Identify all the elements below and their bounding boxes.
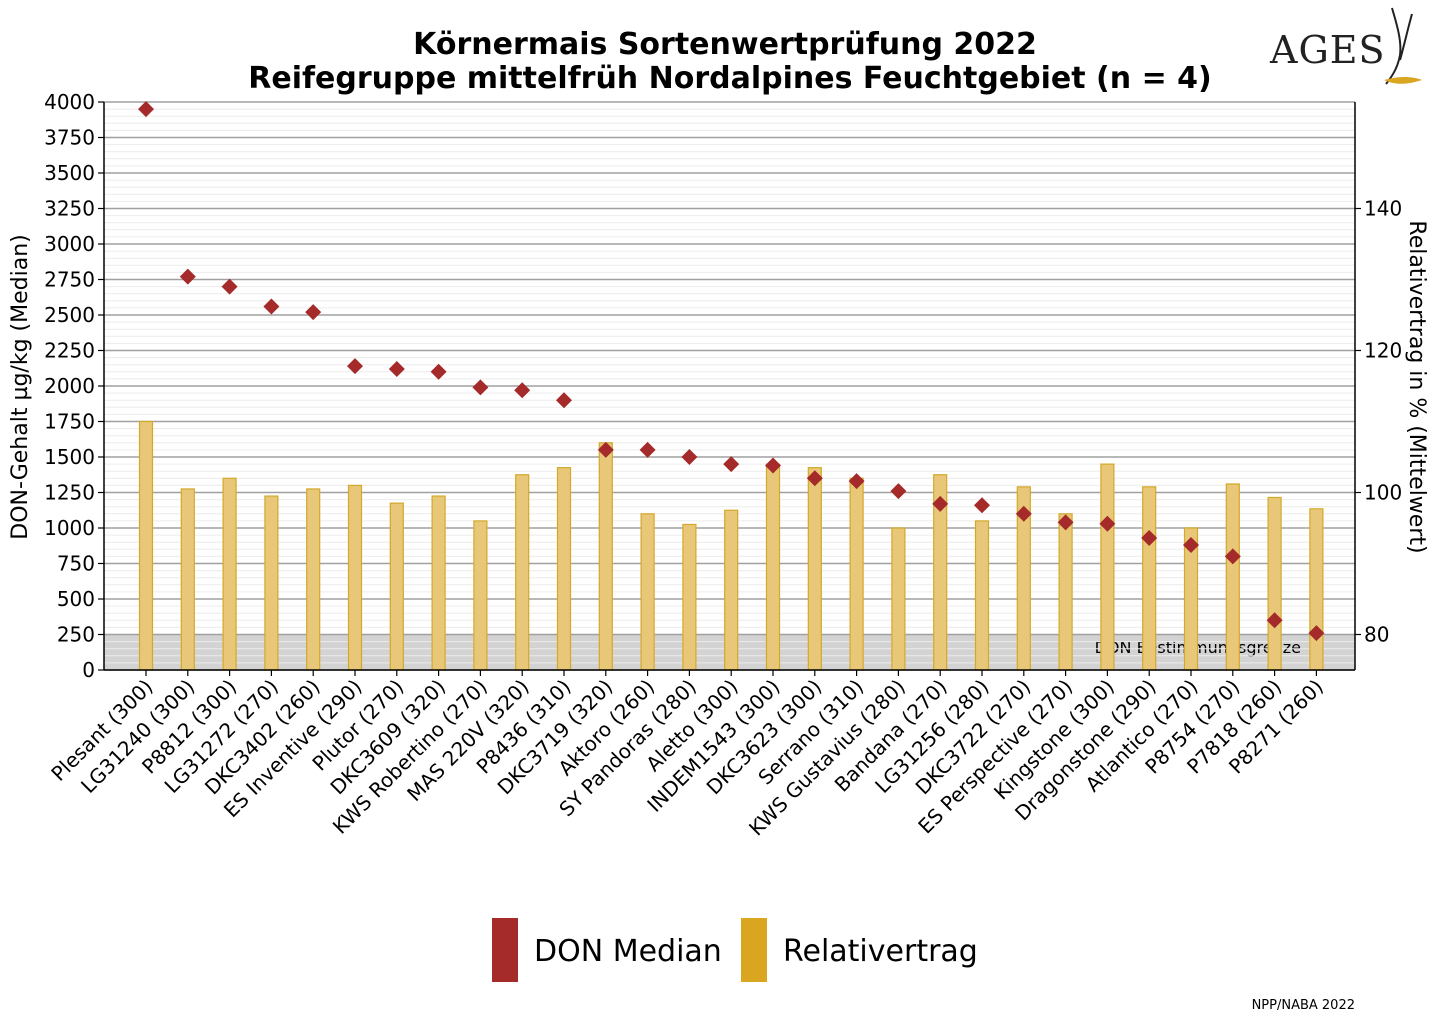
relativertrag-bar xyxy=(682,523,697,671)
don-median-point xyxy=(1015,505,1032,522)
chart-title-line-1: Körnermais Sortenwertprüfung 2022 xyxy=(413,27,1037,62)
relativertrag-bar xyxy=(1142,486,1157,671)
y-axis-right-ticks: 80 100 120 140 xyxy=(1355,197,1402,647)
don-median-point xyxy=(1057,514,1074,531)
legend-swatch-relativertrag xyxy=(741,918,767,982)
don-median-point xyxy=(765,457,781,474)
don-median-point xyxy=(1266,612,1283,629)
don-median-point xyxy=(514,382,531,399)
y-axis-left-tick-label: 1000 xyxy=(44,516,95,540)
legend-label-relativertrag: Relativertrag xyxy=(783,934,978,969)
relativertrag-bar xyxy=(891,527,906,671)
relativertrag-bar xyxy=(347,484,363,671)
relativertrag-bar xyxy=(1058,513,1073,671)
don-median-point xyxy=(806,470,823,487)
y-axis-left-tick-label: 1750 xyxy=(44,410,95,434)
don-median-point xyxy=(597,441,614,458)
relativertrag-bar xyxy=(138,420,154,671)
relativertrag-bar xyxy=(473,520,488,671)
don-median-point xyxy=(932,495,949,512)
relativertrag-bar xyxy=(222,477,237,671)
don-median-point xyxy=(305,304,322,321)
logo-swoosh-icon xyxy=(1384,77,1422,84)
don-median-point xyxy=(388,360,405,377)
y-axis-left-tick-label: 3000 xyxy=(44,232,95,256)
chart-title-line-2: Reifegruppe mittelfrüh Nordalpines Feuch… xyxy=(248,61,1212,96)
don-median-point xyxy=(138,101,154,118)
don-median-point xyxy=(556,392,572,409)
y-axis-left-tick-label: 3750 xyxy=(44,126,95,150)
relativertrag-bar xyxy=(1309,508,1324,671)
don-median-point xyxy=(1141,529,1158,546)
logo-text: AGES xyxy=(1269,28,1386,72)
relativertrag-bar xyxy=(1100,463,1115,671)
don-median-point xyxy=(1099,515,1116,532)
y-axis-left-tick-label: 0 xyxy=(82,658,95,682)
relativertrag-bar xyxy=(724,509,739,671)
relativertrag-bar xyxy=(1267,496,1282,671)
relativertrag-bar xyxy=(515,474,530,671)
y-axis-left-tick-label: 2500 xyxy=(44,303,95,327)
y-axis-left-tick-label: 1250 xyxy=(44,481,95,505)
don-median-point xyxy=(1224,548,1241,565)
ages-logo: AGES xyxy=(1269,7,1422,85)
don-median-point xyxy=(221,278,238,295)
y-axis-left-tick-label: 3250 xyxy=(44,197,95,221)
relativertrag-bar xyxy=(765,463,781,671)
y-axis-right-title: Relativertrag in % (Mittelwert) xyxy=(1404,220,1429,553)
y-axis-right-tick-label: 120 xyxy=(1364,339,1402,363)
relativertrag-bar xyxy=(431,495,446,671)
relativertrag-bar xyxy=(974,520,990,671)
relativertrag-bar xyxy=(556,467,572,671)
y-axis-right-tick-label: 100 xyxy=(1364,481,1402,505)
y-axis-left-tick-label: 250 xyxy=(57,623,95,647)
y-axis-left-tick-label: 3500 xyxy=(44,161,95,185)
legend-swatch-don-median xyxy=(492,918,518,982)
y-axis-right-tick-label: 80 xyxy=(1364,623,1389,647)
y-axis-left-tick-label: 2750 xyxy=(44,268,95,292)
relativertrag-bar xyxy=(1225,483,1240,671)
relativertrag-bar xyxy=(264,495,279,671)
y-axis-left-tick-label: 4000 xyxy=(44,90,95,114)
y-axis-right-tick-label: 140 xyxy=(1364,197,1402,221)
don-median-point xyxy=(974,497,990,514)
y-axis-left-tick-label: 500 xyxy=(57,587,95,611)
don-median-point xyxy=(1308,625,1325,642)
y-axis-left-tick-label: 1500 xyxy=(44,445,95,469)
legend: DON Median Relativertrag xyxy=(492,918,978,982)
y-axis-left-title: DON-Gehalt µg/kg (Median) xyxy=(8,234,33,539)
y-axis-left-ticks: 0 250 500 750 1000 1250 1500 1750 2000 2250 2500 27… xyxy=(44,90,104,682)
relativertrag-bar xyxy=(849,477,864,671)
relativertrag-bar xyxy=(640,513,655,671)
don-median-point xyxy=(179,268,196,285)
don-median-point xyxy=(848,473,865,490)
relativertrag-bar xyxy=(598,442,613,671)
y-axis-left-tick-label: 2250 xyxy=(44,339,95,363)
relativertrag-bar xyxy=(807,467,822,671)
don-median-point xyxy=(890,483,907,500)
relativertrag-bar xyxy=(306,488,321,671)
credit-text: NPP/NABA 2022 xyxy=(1252,998,1355,1013)
legend-label-don-median: DON Median xyxy=(534,934,722,969)
don-median-point xyxy=(430,363,447,380)
relativertrag-bar xyxy=(180,488,195,671)
don-median-point xyxy=(639,441,656,458)
don-median-point xyxy=(347,358,363,375)
relativertrag-bar xyxy=(389,502,404,671)
y-axis-left-tick-label: 2000 xyxy=(44,374,95,398)
y-axis-left-tick-label: 750 xyxy=(57,552,95,576)
x-axis-category-labels: Plesant (300)LG31240 (300)P8812 (300)LG3… xyxy=(46,670,1328,840)
don-median-points xyxy=(138,101,1325,642)
don-median-point xyxy=(263,298,280,315)
don-median-point xyxy=(1183,537,1199,554)
don-median-point xyxy=(723,456,740,473)
logo-figure-icon xyxy=(1385,7,1413,85)
don-median-point xyxy=(472,379,489,396)
don-median-point xyxy=(681,449,698,465)
